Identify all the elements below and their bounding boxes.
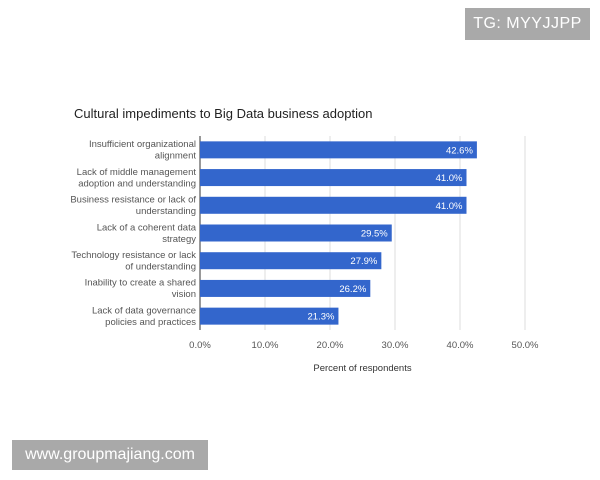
category-label: Business resistance or lack of understand…	[70, 195, 196, 218]
bar	[200, 196, 467, 214]
x-tick-label: 10.0%	[252, 340, 279, 351]
x-tick-label: 40.0%	[447, 340, 474, 351]
bar	[200, 279, 371, 297]
x-tick-label: 20.0%	[317, 340, 344, 351]
data-label: 42.6%	[446, 145, 473, 156]
bar	[200, 252, 382, 270]
category-label: Insufficient organizational alignment	[89, 139, 196, 162]
bar	[200, 224, 392, 242]
watermark-top: TG: MYYJJPP	[465, 8, 590, 40]
x-tick-label: 30.0%	[382, 340, 409, 351]
data-label: 29.5%	[361, 229, 388, 240]
x-tick-label: 0.0%	[189, 340, 211, 351]
category-label: Lack of data governance policies and prac…	[92, 305, 196, 328]
x-axis-title: Percent of respondents	[313, 363, 411, 374]
bar	[200, 169, 467, 187]
category-label: Inability to create a shared vision	[85, 278, 196, 301]
data-label: 21.3%	[308, 312, 335, 323]
category-label: Technology resistance or lack of understa…	[71, 250, 196, 273]
chart-title: Cultural impediments to Big Data busines…	[74, 106, 373, 121]
bar	[200, 307, 339, 325]
category-label: Lack of middle management adoption and un…	[77, 167, 197, 190]
category-label: Lack of a coherent data strategy	[97, 222, 197, 245]
bar	[200, 141, 477, 159]
data-label: 41.0%	[436, 201, 463, 212]
watermark-bottom: www.groupmajiang.com	[12, 440, 208, 470]
x-tick-label: 50.0%	[512, 340, 539, 351]
data-label: 26.2%	[339, 284, 366, 295]
data-label: 41.0%	[436, 173, 463, 184]
data-label: 27.9%	[350, 256, 377, 267]
